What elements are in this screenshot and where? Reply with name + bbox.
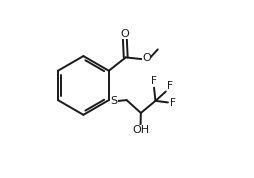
Text: F: F xyxy=(167,81,173,91)
Text: F: F xyxy=(151,75,157,86)
Text: F: F xyxy=(170,98,176,108)
Text: O: O xyxy=(120,29,129,39)
Text: S: S xyxy=(110,96,117,106)
Text: OH: OH xyxy=(132,125,149,135)
Text: O: O xyxy=(142,53,151,64)
